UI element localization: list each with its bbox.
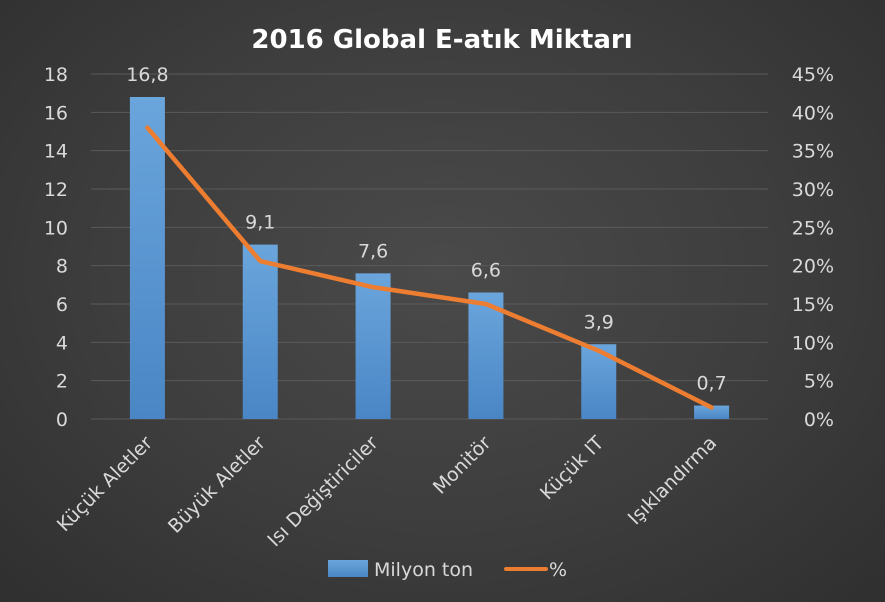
y-tick-label: 10 [44,217,68,239]
legend-label-line: % [549,559,567,581]
y-tick-label: 8 [56,256,68,278]
y2-tick-label: 0% [804,409,834,431]
line-series [145,125,714,410]
y-tick-label: 2 [56,371,68,393]
x-tick-label: Monitör [429,432,496,499]
gridlines [91,73,768,420]
y2-tick-label: 35% [792,141,834,163]
bar [355,273,391,419]
y-tick-label: 12 [44,179,68,201]
bar [468,292,504,419]
data-label: 7,6 [358,240,388,262]
bar-series [129,97,730,419]
y-axis-right: 0% 5% 10% 15% 20% 25% 30% 35% 40% 45% [792,64,834,431]
y2-tick-label: 30% [792,179,834,201]
data-label: 16,8 [126,64,168,86]
y2-tick-label: 25% [792,217,834,239]
data-label: 0,7 [696,373,726,395]
data-label: 6,6 [471,260,501,282]
x-tick-label: Küçük Aletler [53,432,157,536]
y-tick-label: 6 [56,294,68,316]
x-tick-label: Küçük IT [536,432,609,505]
data-label: 3,9 [584,311,614,333]
line-path [145,125,714,410]
y2-tick-label: 5% [804,371,834,393]
data-labels: 16,8 9,1 7,6 6,6 3,9 0,7 [126,64,726,395]
y2-tick-label: 45% [792,64,834,86]
legend: Milyon ton % [328,559,567,581]
bar [242,244,278,419]
y-tick-label: 4 [56,332,68,354]
y2-tick-label: 20% [792,256,834,278]
y-tick-label: 14 [44,141,68,163]
x-tick-label: Işıklandırma [624,432,721,529]
y-tick-label: 0 [56,409,68,431]
y-tick-label: 16 [44,102,68,124]
data-label: 9,1 [245,212,275,234]
y2-tick-label: 10% [792,332,834,354]
y-tick-label: 18 [44,64,68,86]
y2-tick-label: 15% [792,294,834,316]
chart-title: 2016 Global E-atık Miktarı [251,25,632,55]
y2-tick-label: 40% [792,102,834,124]
legend-swatch-bar [328,560,368,577]
bar [129,97,165,419]
x-tick-label: Büyük Aletler [164,432,270,538]
bar [694,405,730,419]
legend-label-bar: Milyon ton [374,559,473,581]
y-axis-left: 0 2 4 6 8 10 12 14 16 18 [44,64,68,431]
x-tick-label: Isı Değiştiriciler [263,432,382,551]
